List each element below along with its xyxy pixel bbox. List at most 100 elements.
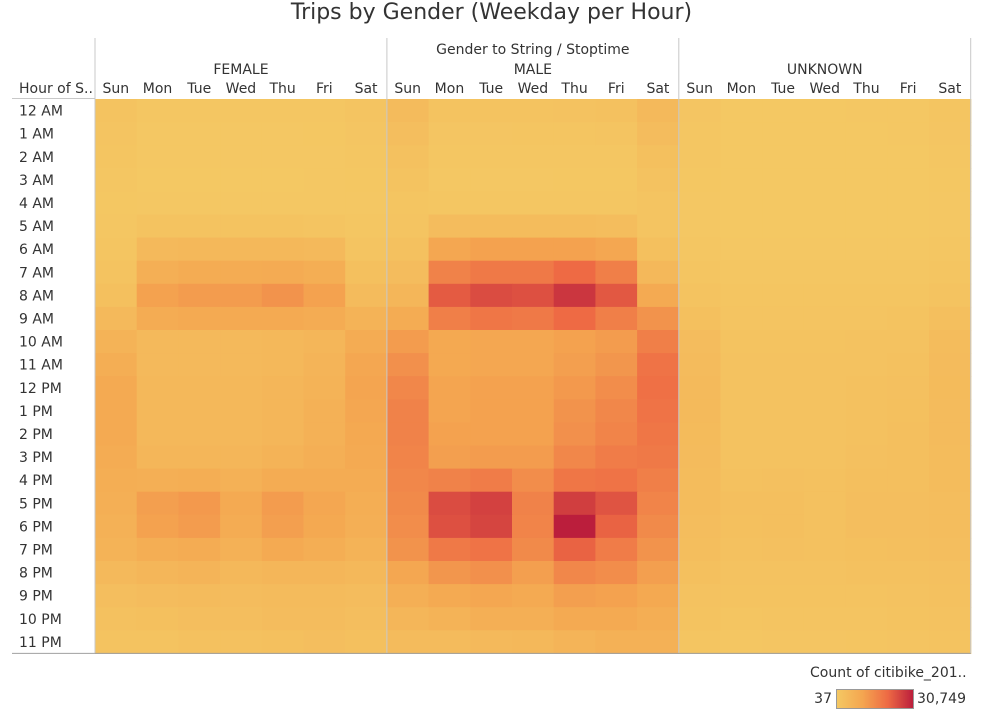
heat-cell (845, 514, 888, 539)
heat-cell (637, 422, 680, 447)
heat-cell (178, 491, 221, 516)
heat-cell (553, 330, 596, 354)
day-label-female-mon: Mon (143, 81, 173, 97)
heat-cell (136, 306, 179, 331)
heat-cell (720, 99, 763, 123)
heat-cell (386, 353, 430, 377)
heat-cell (136, 399, 179, 423)
heat-cell (803, 237, 847, 262)
heat-cell (345, 214, 388, 239)
heat-cell (386, 145, 430, 169)
heat-cell (428, 630, 471, 654)
heat-cell (386, 607, 430, 631)
heat-cell (678, 537, 722, 562)
gender-label-male: MALE (514, 62, 552, 78)
heat-cell (345, 491, 388, 516)
hour-label: 6 PM (19, 519, 53, 535)
heat-cell (178, 283, 221, 308)
heat-cell (595, 168, 638, 192)
heat-cell (929, 422, 972, 447)
heat-cell (553, 376, 596, 400)
heat-cell (345, 584, 388, 608)
heat-cell (428, 168, 471, 192)
heat-cell (178, 514, 221, 539)
hour-label: 5 AM (19, 219, 54, 235)
heat-cell (95, 191, 138, 216)
heat-cell (95, 353, 138, 377)
heat-cell (136, 237, 179, 262)
heat-cell (595, 122, 638, 146)
heat-cell (428, 422, 471, 447)
day-label-unknown-sun: Sun (686, 81, 713, 97)
heat-cell (95, 260, 138, 285)
heat-cell (553, 168, 596, 192)
heat-cell (428, 376, 471, 400)
heat-cell (303, 584, 346, 608)
heat-cell (345, 122, 388, 146)
heat-cell (303, 260, 346, 285)
heat-cell (303, 422, 346, 447)
heat-cell (136, 468, 179, 493)
heat-cell (345, 561, 388, 585)
heat-cell (345, 607, 388, 631)
heat-cell (428, 191, 471, 216)
heat-cell (637, 122, 680, 146)
heat-cell (345, 353, 388, 377)
heat-cell (929, 283, 972, 308)
heat-cell (887, 561, 930, 585)
heat-cell (762, 468, 805, 493)
heat-cell (720, 237, 763, 262)
heat-cell (762, 145, 805, 169)
heat-cell (261, 399, 305, 423)
heat-cell (803, 283, 847, 308)
heat-cell (470, 145, 513, 169)
heat-cell (428, 306, 471, 331)
heat-cell (428, 330, 471, 354)
heat-cell (678, 399, 722, 423)
heat-cell (428, 99, 471, 123)
heat-cell (637, 214, 680, 239)
heat-cell (428, 122, 471, 146)
heat-cell (95, 99, 138, 123)
heat-cell (929, 237, 972, 262)
heat-cell (803, 260, 847, 285)
heat-cell (345, 537, 388, 562)
heat-cell (512, 260, 555, 285)
heat-cell (887, 399, 930, 423)
heat-cell (303, 537, 346, 562)
heat-cell (95, 399, 138, 423)
heat-cell (595, 561, 638, 585)
heat-cell (929, 445, 972, 470)
heat-cell (887, 283, 930, 308)
heat-cell (803, 561, 847, 585)
heat-cell (845, 306, 888, 331)
hour-label: 2 PM (19, 427, 53, 443)
heat-cell (386, 376, 430, 400)
heat-cell (136, 561, 179, 585)
heat-cell (512, 99, 555, 123)
heat-cell (95, 422, 138, 447)
hour-label: 1 AM (19, 127, 54, 143)
heat-cell (136, 537, 179, 562)
heat-cell (678, 168, 722, 192)
heat-cell (95, 122, 138, 146)
heat-cell (845, 260, 888, 285)
heat-cell (345, 283, 388, 308)
heat-cell (762, 399, 805, 423)
day-label-unknown-sat: Sat (938, 81, 961, 97)
heat-cell (95, 561, 138, 585)
heat-cell (637, 376, 680, 400)
heat-cell (929, 537, 972, 562)
heat-cell (803, 214, 847, 239)
heat-cell (178, 237, 221, 262)
heat-cell (386, 168, 430, 192)
heat-cell (637, 445, 680, 470)
heat-cell (887, 306, 930, 331)
heat-cell (345, 376, 388, 400)
heat-cell (428, 491, 471, 516)
heat-cell (678, 214, 722, 239)
day-label-female-wed: Wed (226, 81, 257, 97)
hour-label: 11 AM (19, 358, 63, 374)
heat-cell (929, 468, 972, 493)
heat-cell (95, 283, 138, 308)
